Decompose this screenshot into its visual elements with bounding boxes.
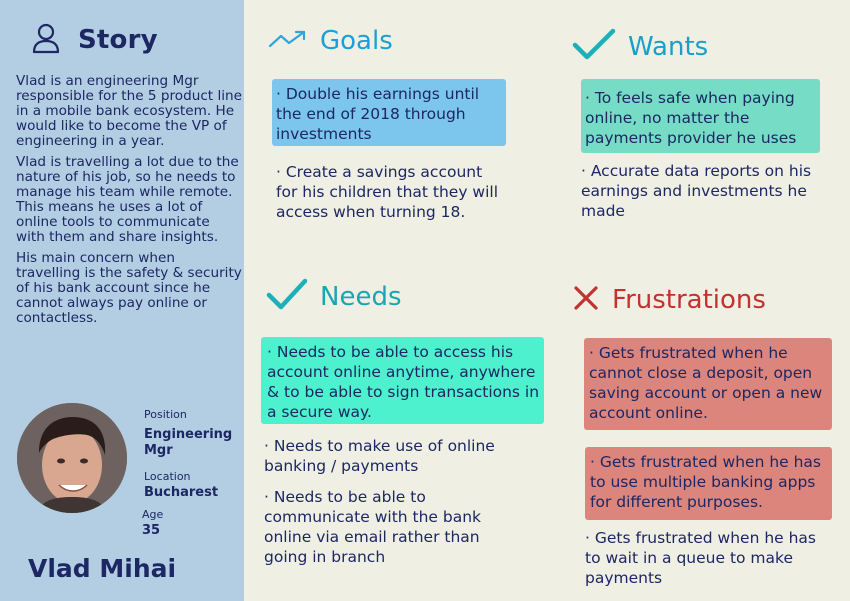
age-value-block: 35 — [142, 523, 160, 539]
checkmark-icon — [572, 28, 616, 66]
position-value: Engineering Mgr — [144, 427, 233, 458]
need-item-highlight: · Needs to be able to access his account… — [261, 337, 544, 424]
goal-item-highlight: · Double his earnings until the end of 2… — [272, 79, 506, 146]
location-value-block: Bucharest — [144, 485, 218, 501]
goals-header: Goals — [268, 26, 393, 56]
user-icon — [32, 22, 60, 58]
story-header: Story — [32, 22, 158, 58]
want-item: · Accurate data reports on his earnings … — [581, 162, 812, 220]
location-value: Bucharest — [144, 485, 219, 500]
frustration-item: · Gets frustrated when he has to wait in… — [585, 529, 817, 587]
checkmark-icon — [266, 278, 308, 316]
wants-title: Wants — [628, 32, 709, 62]
story-paragraph: Vlad is travelling a lot due to the natu… — [16, 154, 239, 245]
age-value: 35 — [142, 523, 161, 538]
frustration-item-highlight: · Gets frustrated when he has to use mul… — [585, 447, 832, 520]
needs-title: Needs — [320, 282, 402, 312]
need-item: · Needs to be able to communicate with t… — [264, 488, 482, 566]
need-item: · Needs to make use of online banking / … — [264, 437, 495, 475]
story-paragraph: Vlad is an engineering Mgr responsible f… — [16, 73, 242, 149]
position-value-block: Engineering Mgr — [144, 427, 240, 459]
x-icon — [572, 284, 600, 316]
age-label: Age — [142, 508, 164, 521]
needs-header: Needs — [266, 278, 402, 316]
location-label: Location — [144, 470, 191, 483]
goal-item: · Create a savings account for his child… — [276, 163, 499, 221]
want-item-highlight: · To feels safe when paying online, no m… — [581, 79, 820, 153]
story-title: Story — [78, 25, 158, 55]
frustrations-title: Frustrations — [612, 285, 766, 315]
position-label: Position — [144, 408, 187, 421]
story-text: Vlad is an engineering Mgr responsible f… — [16, 74, 242, 332]
trend-up-icon — [268, 28, 308, 54]
goals-title: Goals — [320, 26, 393, 56]
position-block: Position — [144, 408, 187, 421]
wants-header: Wants — [572, 28, 708, 66]
frustrations-header: Frustrations — [572, 284, 766, 316]
story-paragraph: His main concern when travelling is the … — [16, 250, 242, 326]
age-block: Age — [142, 508, 163, 521]
frustration-item-highlight: · Gets frustrated when he cannot close a… — [584, 338, 832, 430]
persona-name: Vlad Mihai — [28, 554, 177, 583]
location-block: Location — [144, 470, 191, 483]
story-sidebar: Story Vlad is an engineering Mgr respons… — [0, 0, 244, 601]
avatar — [17, 403, 127, 513]
